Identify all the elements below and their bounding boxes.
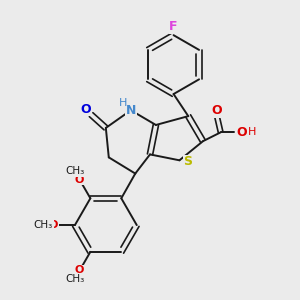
Text: CH₃: CH₃ xyxy=(65,166,84,176)
Text: S: S xyxy=(183,155,192,168)
Text: O: O xyxy=(75,266,84,275)
Text: N: N xyxy=(126,104,136,117)
Text: O: O xyxy=(212,104,222,117)
Text: CH₃: CH₃ xyxy=(34,220,53,230)
Text: O: O xyxy=(49,220,58,230)
Text: O: O xyxy=(80,103,91,116)
Text: H: H xyxy=(118,98,127,108)
Text: O: O xyxy=(237,126,247,139)
Text: CH₃: CH₃ xyxy=(65,274,84,284)
Text: H: H xyxy=(248,127,256,137)
Text: F: F xyxy=(169,20,178,33)
Text: O: O xyxy=(75,175,84,185)
